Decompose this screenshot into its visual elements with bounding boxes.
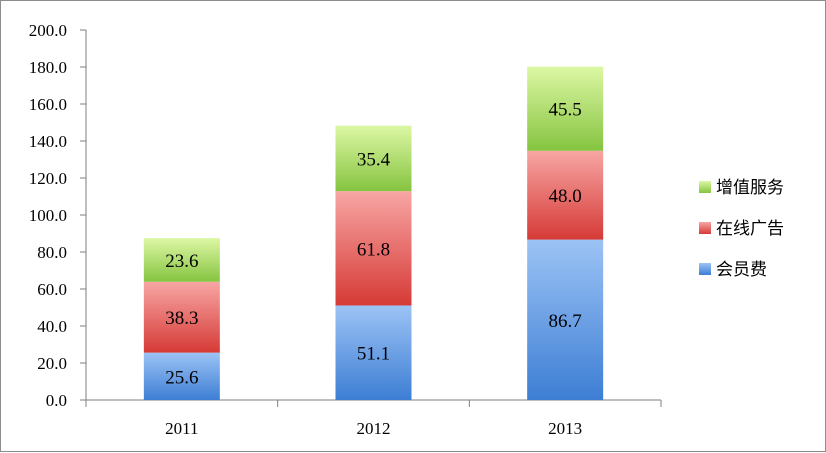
y-tick-label: 100.0 [29, 206, 67, 225]
y-tick-label: 40.0 [37, 317, 67, 336]
legend-swatch-1 [699, 222, 711, 234]
y-tick-label: 20.0 [37, 354, 67, 373]
bar-2013-series-0 [527, 239, 604, 400]
data-label: 25.6 [165, 367, 198, 388]
bar-2011-series-0 [143, 352, 220, 400]
x-tick-label: 2013 [548, 419, 582, 438]
y-tick-label: 160.0 [29, 95, 67, 114]
data-label: 61.8 [357, 239, 390, 260]
legend-label: 会员费 [716, 260, 767, 280]
data-label: 38.3 [165, 308, 198, 329]
bar-2011-series-1 [143, 281, 220, 353]
legend-label: 增值服务 [716, 178, 784, 198]
y-tick-label: 0.0 [46, 391, 67, 410]
data-label: 23.6 [165, 251, 198, 272]
bar-2012-series-2 [335, 125, 412, 192]
data-label: 35.4 [357, 149, 391, 170]
data-label: 51.1 [357, 344, 390, 365]
bar-2011-series-2 [143, 238, 220, 282]
x-tick-label: 2012 [357, 419, 391, 438]
bar-2013-series-1 [527, 150, 604, 240]
bar-2012-series-0 [335, 305, 412, 400]
legend-swatch-2 [699, 181, 711, 193]
y-tick-label: 80.0 [37, 243, 67, 262]
data-label: 48.0 [549, 186, 582, 207]
y-tick-label: 140.0 [29, 132, 67, 151]
legend-label: 在线广告 [716, 219, 784, 239]
y-tick-label: 180.0 [29, 58, 67, 77]
y-tick-label: 60.0 [37, 280, 67, 299]
data-label: 45.5 [549, 100, 582, 121]
y-tick-label: 200.0 [29, 21, 67, 40]
data-label: 86.7 [549, 311, 582, 332]
bar-2012-series-1 [335, 191, 412, 306]
x-tick-label: 2011 [165, 419, 198, 438]
y-tick-label: 120.0 [29, 169, 67, 188]
legend-swatch-0 [699, 263, 711, 275]
bar-2013-series-2 [527, 66, 604, 151]
